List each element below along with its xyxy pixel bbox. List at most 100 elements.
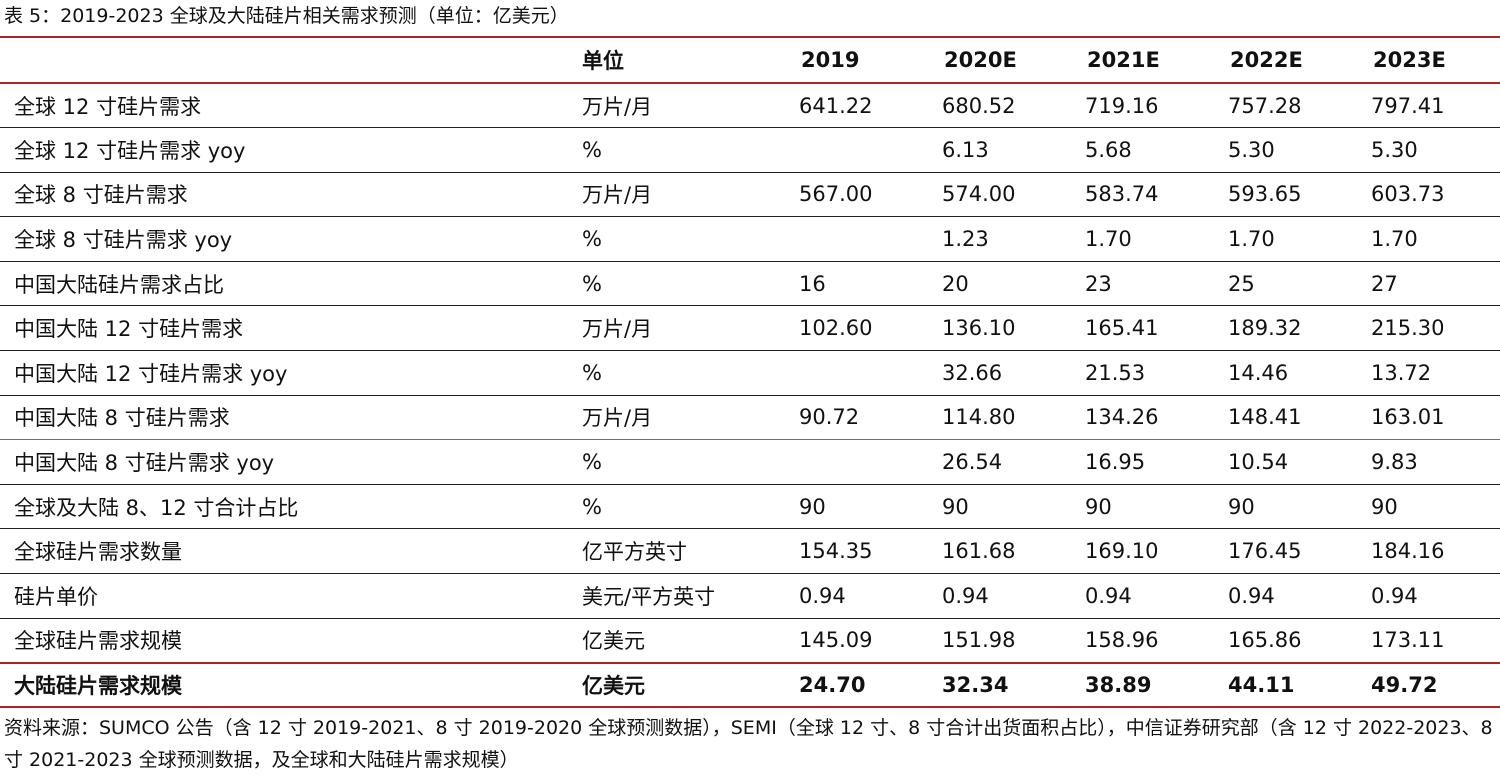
row-label: 大陆硅片需求规模: [0, 661, 570, 709]
value-2022e: 189.32: [1214, 305, 1357, 352]
source-note: 资料来源：SUMCO 公告（含 12 寸 2019-2021、8 寸 2019-…: [4, 717, 1493, 771]
value-2020e: 1.23: [928, 216, 1071, 262]
value-2020e: 32.66: [928, 350, 1071, 396]
value-2023e: 9.83: [1357, 439, 1500, 485]
row-label: 全球 8 寸硅片需求: [0, 172, 570, 218]
row-unit: 亿平方英寸: [570, 528, 785, 575]
value-2019: [785, 127, 928, 173]
data-table-container: 单位 2019 2020E 2021E 2022E 2023E 全球 12 寸硅…: [0, 36, 1500, 709]
value-2019: 16: [785, 261, 928, 307]
value-2020e: 574.00: [928, 172, 1071, 218]
value-2019: 0.94: [785, 573, 928, 619]
table-row: 全球 12 寸硅片需求 万片/月 641.22 680.52 719.16 757.28 7…: [0, 83, 1500, 129]
row-unit: 亿美元: [582, 629, 645, 654]
value-2019: 90.72: [785, 395, 928, 441]
table-row: 硅片单价 美元/平方英寸 0.94 0.94 0.94 0.94 0.94: [0, 573, 1500, 619]
value-2023e: 27: [1357, 261, 1500, 307]
value-2020e: 90: [928, 484, 1071, 530]
value-2023e: 13.72: [1357, 350, 1500, 396]
table-row: 中国大陆 8 寸硅片需求 yoy% 26.54 16.95 10.54 9.83: [0, 439, 1500, 485]
row-unit: %: [570, 350, 785, 396]
table-row: 中国大陆 12 寸硅片需求 万片/月 102.60 136.10 165.41 189.3…: [0, 305, 1500, 352]
value-2023e: 797.41: [1357, 83, 1500, 129]
value-2021e: 583.74: [1071, 172, 1214, 218]
row-label: 中国大陆硅片需求占比: [0, 261, 570, 307]
row-label: 全球及大陆 8、12 寸合计占比: [0, 484, 570, 530]
table-row: 全球 8 寸硅片需求 yoy% 1.23 1.70 1.70 1.70: [0, 216, 1500, 262]
row-label: 中国大陆 8 寸硅片需求 yoy: [0, 439, 570, 485]
header-metric: [0, 36, 570, 84]
row-label: 全球硅片需求数量: [0, 528, 570, 575]
value-2023e: 603.73: [1357, 172, 1500, 218]
value-2020e: 151.98: [942, 628, 1016, 653]
row-label: 全球硅片需求规模: [14, 629, 182, 654]
table-row: 全球 8 寸硅片需求 万片/月 567.00 574.00 583.74 593.65 60…: [0, 172, 1500, 218]
header-year-2019: 2019: [785, 36, 928, 84]
value-2022e: 593.65: [1214, 172, 1357, 218]
value-2019: 567.00: [785, 172, 928, 218]
value-2020e: 20: [928, 261, 1071, 307]
value-2021e: 165.41: [1071, 305, 1214, 352]
row-unit: 万片/月: [570, 305, 785, 352]
value-2019: [785, 439, 928, 485]
value-2023e: 1.70: [1357, 216, 1500, 262]
value-2019: 102.60: [785, 305, 928, 352]
value-2023e: 90: [1357, 484, 1500, 530]
table-row: 全球硅片需求规模 亿美元 145.09 151.98 158.96 165.86 173.1…: [0, 618, 1500, 663]
row-unit: %: [570, 484, 785, 530]
value-2022e: 757.28: [1214, 83, 1357, 129]
header-year-2023e: 2023E: [1357, 36, 1500, 84]
value-2021e: 16.95: [1071, 439, 1214, 485]
table-row: 中国大陆硅片需求占比% 16 20 23 25 27: [0, 261, 1500, 307]
value-2022e: 0.94: [1214, 573, 1357, 619]
value-2023e: 215.30: [1357, 305, 1500, 352]
value-2019: 154.35: [785, 528, 928, 575]
value-2019: 145.09: [799, 628, 873, 653]
value-2022e: 1.70: [1214, 216, 1357, 262]
row-label: 中国大陆 12 寸硅片需求: [0, 305, 570, 352]
table-header-row: 单位 2019 2020E 2021E 2022E 2023E: [0, 36, 1500, 84]
value-2020e: 680.52: [928, 83, 1071, 129]
value-2023e: 5.30: [1357, 127, 1500, 173]
value-2022e: 90: [1214, 484, 1357, 530]
value-2019: [785, 216, 928, 262]
data-table: 单位 2019 2020E 2021E 2022E 2023E 全球 12 寸硅…: [0, 36, 1500, 709]
table-row: 全球及大陆 8、12 寸合计占比% 90 90 90 90 90: [0, 484, 1500, 530]
row-label: 全球 12 寸硅片需求 yoy: [0, 127, 570, 173]
value-2021e: 1.70: [1071, 216, 1214, 262]
value-2021e: 158.96: [1085, 628, 1159, 653]
row-unit: %: [570, 216, 785, 262]
value-2020e: 0.94: [928, 573, 1071, 619]
table-row: 大陆硅片需求规模 亿美元 24.70 32.34 38.89 44.11 49.72: [0, 661, 1500, 709]
value-2021e: 134.26: [1071, 395, 1214, 441]
value-2022e: 165.86: [1228, 628, 1302, 653]
value-2021e: 23: [1071, 261, 1214, 307]
value-2019: 90: [785, 484, 928, 530]
row-unit: %: [570, 261, 785, 307]
value-2023e: 163.01: [1357, 395, 1500, 441]
row-unit: 亿美元: [570, 661, 785, 709]
value-2020e: 136.10: [928, 305, 1071, 352]
row-label: 全球 12 寸硅片需求: [0, 83, 570, 129]
row-label: 中国大陆 12 寸硅片需求 yoy: [0, 350, 570, 396]
table-row: 全球硅片需求数量 亿平方英寸 154.35 161.68 169.10 176.45 184…: [0, 528, 1500, 575]
value-2022e: 14.46: [1214, 350, 1357, 396]
header-year-2021e: 2021E: [1071, 36, 1214, 84]
value-2021e: 719.16: [1071, 83, 1214, 129]
value-2021e: 5.68: [1071, 127, 1214, 173]
table-caption: 表 5：2019-2023 全球及大陆硅片相关需求预测（单位：亿美元）: [4, 5, 569, 27]
value-2022e: 25: [1214, 261, 1357, 307]
value-2022e: 148.41: [1214, 395, 1357, 441]
row-label: 全球 8 寸硅片需求 yoy: [0, 216, 570, 262]
value-2022e: 176.45: [1214, 528, 1357, 575]
value-2021e: 38.89: [1071, 661, 1214, 709]
value-2023e: 173.11: [1371, 628, 1445, 653]
row-unit: 万片/月: [570, 395, 785, 441]
value-2023e: 49.72: [1357, 661, 1500, 709]
value-2021e: 169.10: [1071, 528, 1214, 575]
value-2023e: 184.16: [1357, 528, 1500, 575]
value-2019: [785, 350, 928, 396]
value-2020e: 6.13: [928, 127, 1071, 173]
row-label: 硅片单价: [0, 573, 570, 619]
value-2020e: 114.80: [928, 395, 1071, 441]
